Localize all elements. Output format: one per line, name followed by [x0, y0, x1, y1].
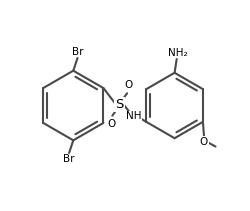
Text: Br: Br [72, 47, 83, 57]
Text: Br: Br [63, 154, 75, 164]
Text: O: O [124, 80, 132, 90]
Text: NH: NH [126, 111, 142, 121]
Text: S: S [116, 98, 124, 111]
Text: NH₂: NH₂ [168, 48, 188, 58]
Text: O: O [107, 119, 116, 129]
Text: O: O [200, 137, 208, 147]
